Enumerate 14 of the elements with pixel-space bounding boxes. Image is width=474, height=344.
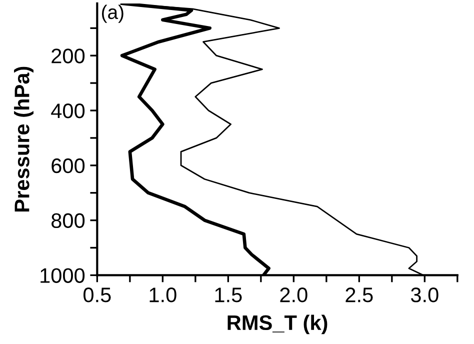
- y-tick-label: 600: [52, 158, 85, 174]
- x-tick-label: 2.0: [280, 288, 308, 302]
- x-tick-label: 1.5: [215, 288, 242, 302]
- x-tick-label: 1.0: [150, 288, 176, 302]
- x-axis-title: RMS_T (k): [228, 314, 328, 334]
- annotation: (a): [102, 4, 124, 23]
- y-axis-title: Pressure (hPa): [14, 66, 34, 212]
- y-tick-label: 200: [52, 48, 85, 64]
- x-tick-label: 2.5: [346, 288, 373, 302]
- y-tick-label: 400: [51, 104, 85, 118]
- y-tick-label: 1000: [40, 268, 85, 283]
- y-tick-label: 800: [52, 213, 85, 228]
- x-tick-label: 3.0: [410, 288, 438, 302]
- x-tick-label: 0.5: [84, 288, 111, 302]
